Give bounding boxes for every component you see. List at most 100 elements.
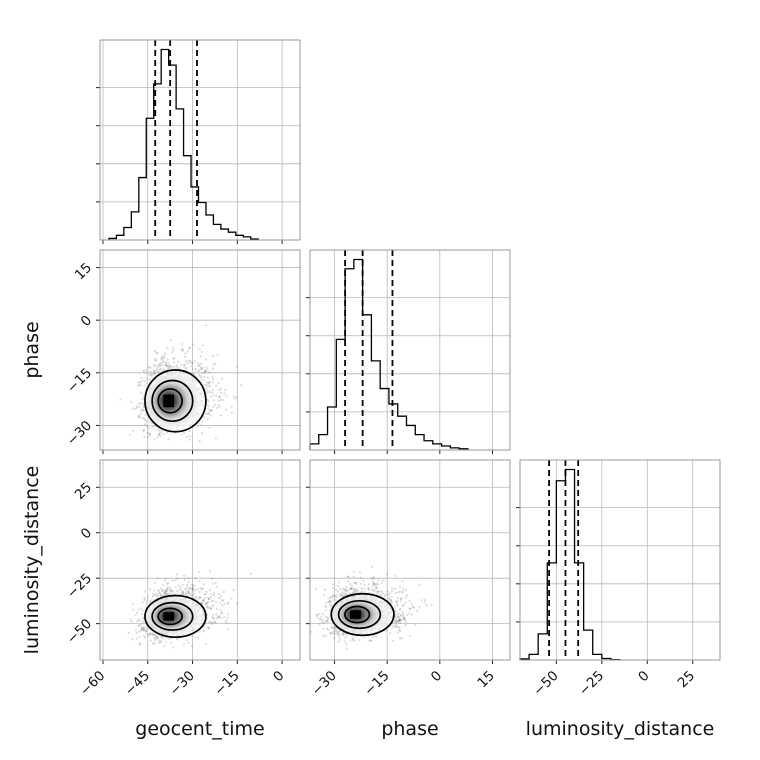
- sample-point: [318, 618, 321, 621]
- sample-point: [137, 415, 140, 418]
- sample-point: [182, 593, 185, 596]
- sample-point: [197, 588, 200, 591]
- panel-bg: [310, 250, 510, 450]
- sample-point: [171, 579, 174, 582]
- sample-point: [391, 601, 394, 605]
- sample-point: [335, 595, 338, 598]
- sample-point: [154, 370, 157, 373]
- sample-point: [376, 592, 379, 595]
- sample-point: [211, 381, 214, 384]
- density-peak: [163, 394, 175, 408]
- sample-point: [206, 391, 209, 394]
- sample-point: [394, 620, 397, 623]
- sample-point: [202, 599, 205, 602]
- sample-point: [139, 384, 142, 387]
- sample-point: [129, 433, 132, 436]
- sample-point: [212, 377, 215, 381]
- sample-point: [321, 618, 324, 621]
- sample-point: [216, 353, 219, 356]
- sample-point: [199, 630, 202, 634]
- sample-point: [194, 369, 197, 372]
- sample-point: [187, 347, 191, 350]
- sample-point: [159, 362, 162, 365]
- sample-point: [403, 618, 406, 621]
- sample-point: [213, 591, 216, 594]
- sample-point: [177, 584, 180, 587]
- sample-point: [143, 435, 146, 439]
- sample-point: [153, 637, 156, 640]
- sample-point: [152, 371, 155, 374]
- sample-point: [169, 641, 172, 644]
- sample-point: [132, 608, 135, 611]
- sample-point: [398, 590, 401, 593]
- sample-point: [208, 627, 211, 630]
- sample-point: [175, 638, 179, 641]
- sample-point: [323, 620, 326, 623]
- sample-point: [376, 590, 379, 593]
- sample-point: [181, 349, 184, 352]
- sample-point: [398, 628, 401, 631]
- sample-point: [129, 618, 132, 621]
- sample-point: [137, 402, 140, 405]
- sample-point: [195, 375, 198, 378]
- sample-point: [158, 368, 161, 371]
- sample-point: [179, 588, 183, 591]
- sample-point: [145, 601, 148, 604]
- sample-point: [359, 576, 362, 579]
- sample-point: [338, 633, 341, 636]
- sample-point: [199, 355, 202, 358]
- sample-point: [194, 596, 197, 599]
- sample-point: [143, 629, 146, 632]
- contour-line: [151, 601, 194, 631]
- sample-point: [218, 615, 221, 618]
- sample-point: [404, 589, 407, 592]
- sample-point: [223, 616, 226, 619]
- sample-point: [188, 586, 191, 589]
- sample-point: [209, 414, 212, 417]
- sample-point: [391, 639, 394, 643]
- sample-point: [202, 598, 205, 601]
- sample-point: [212, 593, 215, 597]
- sample-point: [142, 369, 145, 372]
- sample-point: [197, 373, 200, 376]
- sample-point: [187, 641, 190, 644]
- sample-point: [205, 590, 208, 594]
- sample-point: [148, 434, 152, 437]
- sample-point: [160, 357, 163, 360]
- sample-point: [185, 435, 188, 439]
- sample-point: [398, 630, 402, 633]
- sample-point: [191, 587, 194, 590]
- sample-point: [219, 387, 222, 390]
- sample-point: [181, 348, 184, 351]
- sample-point: [165, 365, 168, 368]
- sample-point: [156, 595, 159, 598]
- sample-point: [200, 424, 203, 427]
- sample-point: [205, 386, 209, 389]
- sample-point: [185, 592, 188, 595]
- sample-point: [323, 594, 326, 597]
- sample-point: [401, 579, 404, 583]
- sample-point: [130, 620, 133, 623]
- sample-point: [157, 370, 160, 373]
- sample-point: [210, 607, 213, 611]
- sample-point: [206, 626, 209, 629]
- sample-point: [212, 613, 215, 616]
- sample-point: [159, 593, 163, 596]
- sample-point: [138, 416, 141, 419]
- sample-point: [134, 629, 137, 632]
- sample-point: [145, 369, 148, 372]
- sample-point: [143, 626, 146, 629]
- sample-point: [362, 591, 365, 594]
- sample-point: [196, 424, 199, 427]
- sample-point: [164, 363, 167, 366]
- sample-point: [330, 626, 333, 629]
- sample-point: [208, 390, 211, 393]
- sample-point: [154, 634, 157, 638]
- sample-point: [131, 603, 134, 606]
- sample-point: [159, 594, 162, 597]
- sample-point: [137, 624, 140, 628]
- sample-point: [217, 615, 220, 618]
- sample-point: [209, 395, 212, 399]
- sample-point: [225, 621, 228, 624]
